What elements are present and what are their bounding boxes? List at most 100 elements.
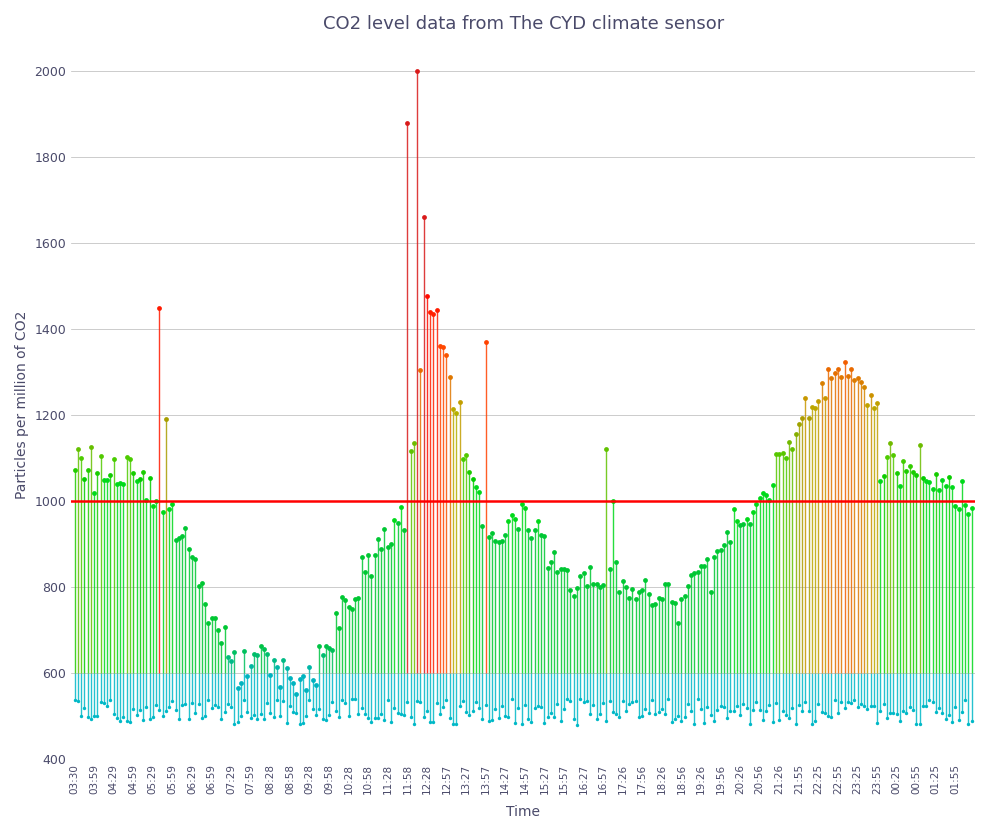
Point — [233, 676, 248, 690]
Point — [66, 463, 82, 476]
Point — [849, 700, 865, 713]
Point — [504, 509, 520, 522]
Point — [439, 349, 454, 362]
Point — [540, 561, 555, 575]
Point — [912, 438, 928, 451]
Point — [824, 711, 840, 724]
Point — [247, 647, 262, 661]
Point — [922, 476, 938, 490]
Point — [217, 706, 233, 719]
Point — [524, 716, 540, 729]
Point — [615, 575, 631, 588]
Point — [481, 530, 497, 543]
Point — [328, 705, 344, 718]
Point — [393, 500, 409, 514]
Point — [944, 716, 960, 729]
Point — [635, 584, 650, 597]
Point — [628, 592, 644, 605]
Point — [899, 706, 915, 720]
Point — [279, 716, 295, 730]
Point — [647, 707, 663, 721]
Point — [733, 709, 748, 722]
Point — [758, 705, 774, 718]
Point — [223, 654, 239, 667]
Point — [696, 559, 712, 572]
Point — [413, 696, 429, 709]
Point — [592, 708, 608, 721]
Point — [605, 705, 621, 718]
Point — [562, 583, 578, 596]
Point — [788, 427, 804, 440]
Point — [814, 706, 830, 719]
Point — [86, 486, 102, 500]
Point — [204, 611, 220, 625]
Point — [360, 549, 376, 562]
Point — [814, 376, 830, 389]
Point — [386, 514, 402, 527]
Point — [686, 566, 702, 580]
Point — [677, 711, 693, 724]
Point — [670, 710, 686, 723]
Point — [745, 505, 761, 519]
Point — [827, 693, 842, 706]
Point — [700, 552, 716, 565]
Point — [680, 698, 696, 711]
Point — [889, 707, 905, 721]
Point — [761, 494, 777, 507]
Point — [954, 706, 970, 719]
Point — [207, 698, 223, 711]
Point — [940, 708, 956, 721]
Point — [885, 706, 901, 720]
Point — [393, 707, 409, 721]
Point — [315, 712, 331, 726]
Point — [719, 711, 735, 725]
Point — [830, 706, 845, 720]
Point — [696, 716, 712, 730]
Point — [872, 705, 888, 718]
Point — [217, 620, 233, 633]
Point — [406, 717, 422, 731]
Point — [366, 711, 382, 725]
Point — [161, 700, 177, 713]
Point — [501, 515, 517, 528]
Point — [755, 486, 771, 500]
Point — [464, 704, 480, 717]
Point — [595, 696, 611, 709]
Point — [843, 696, 859, 709]
Point — [83, 712, 99, 726]
Point — [957, 498, 973, 511]
Point — [872, 475, 888, 488]
Point — [742, 717, 757, 731]
Point — [703, 708, 719, 721]
Point — [432, 707, 447, 721]
Point — [739, 701, 754, 715]
Point — [935, 474, 950, 487]
Point — [791, 698, 807, 711]
Point — [311, 702, 327, 716]
Point — [363, 569, 379, 582]
Point — [181, 713, 197, 726]
Point — [915, 471, 931, 485]
Point — [494, 534, 510, 547]
Point — [693, 560, 709, 573]
Point — [804, 400, 820, 414]
Point — [132, 472, 148, 485]
Point — [126, 702, 142, 716]
Point — [142, 712, 157, 726]
Point — [866, 700, 882, 713]
Point — [834, 370, 849, 384]
Point — [76, 701, 92, 715]
Point — [524, 531, 540, 545]
Point — [497, 528, 513, 541]
Point — [429, 304, 445, 317]
Point — [742, 518, 757, 531]
Point — [409, 65, 425, 78]
Point — [79, 711, 95, 724]
Point — [458, 448, 474, 461]
Point — [892, 479, 908, 492]
Point — [373, 707, 389, 721]
Point — [154, 709, 170, 722]
Point — [194, 711, 210, 725]
Point — [608, 555, 624, 569]
Point — [109, 711, 125, 725]
